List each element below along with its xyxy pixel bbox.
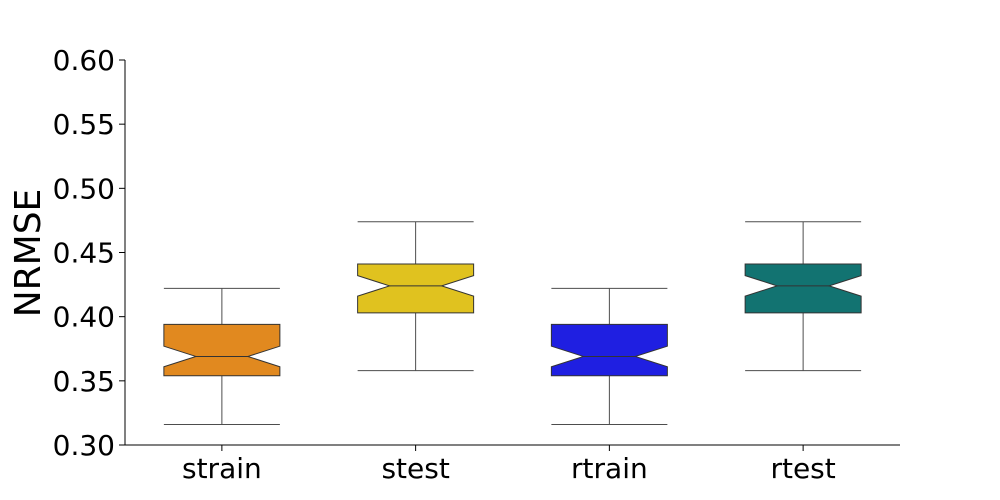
x-tick-label: rtrain [571, 452, 648, 485]
y-tick-label: 0.55 [53, 108, 115, 141]
y-tick-label: 0.30 [53, 429, 115, 462]
x-tick-label: strain [182, 452, 262, 485]
y-tick-label: 0.60 [53, 44, 115, 77]
box-body [357, 263, 475, 314]
x-tick-label: rtest [770, 452, 835, 485]
x-tick-label: stest [381, 452, 449, 485]
box-rtrain [550, 287, 668, 425]
plot-area [163, 221, 862, 425]
box-body [550, 323, 668, 377]
y-tick-label: 0.40 [53, 301, 115, 334]
axes: 0.30 0.35 0.40 0.45 0.50 0.55 0.60 strain stest r… [53, 44, 900, 485]
box-body [744, 263, 862, 314]
y-tick-label: 0.50 [53, 172, 115, 205]
box-rtest [744, 221, 862, 372]
y-tick-label: 0.45 [53, 237, 115, 270]
y-axis-label: NRMSE [8, 189, 49, 318]
box-strain [163, 287, 281, 425]
y-tick-label: 0.35 [53, 365, 115, 398]
box-stest [357, 221, 475, 372]
box-body [163, 323, 281, 377]
